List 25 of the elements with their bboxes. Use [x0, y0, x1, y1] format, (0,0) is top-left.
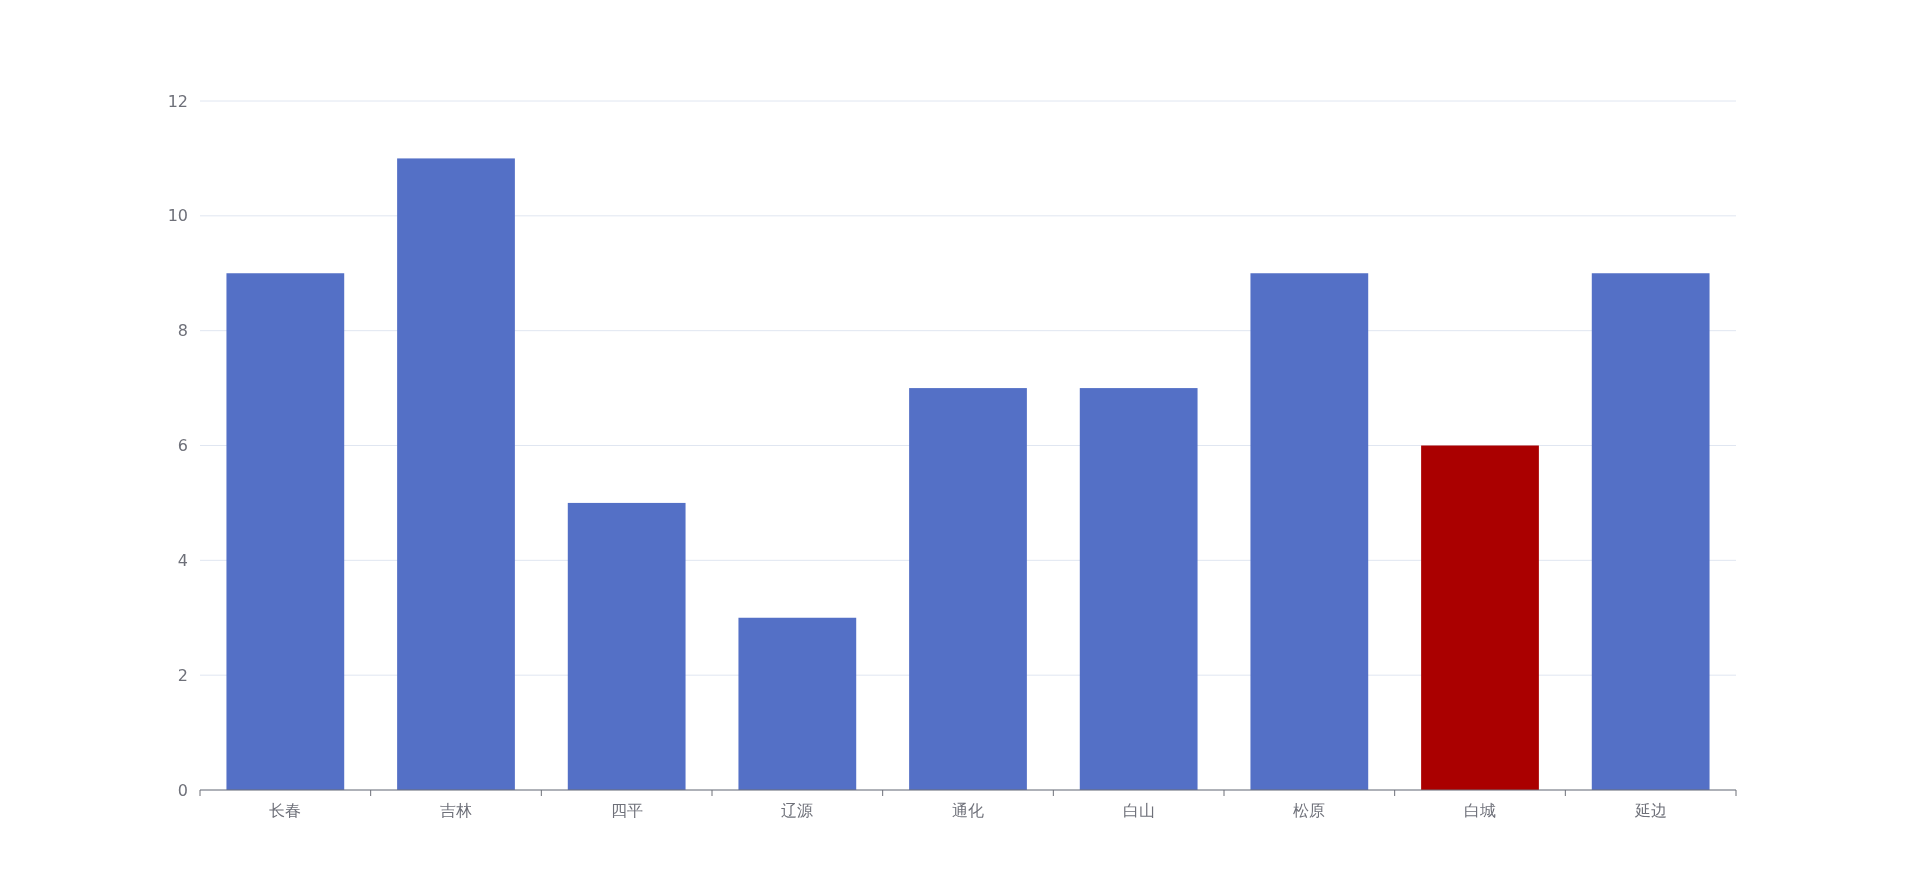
bar [1079, 388, 1198, 790]
x-tick-label: 松原 [1293, 801, 1326, 820]
bar [738, 617, 857, 790]
bar [1250, 273, 1369, 790]
y-tick-label: 8 [177, 321, 188, 341]
y-tick-label: 12 [167, 91, 188, 111]
bar [1591, 273, 1710, 790]
x-tick-label: 白山 [1122, 801, 1155, 820]
x-tick-label: 吉林 [440, 801, 472, 820]
y-tick-label: 6 [177, 436, 188, 456]
y-tick-label: 4 [177, 550, 188, 570]
x-tick-label: 长春 [269, 801, 302, 820]
bar [1421, 445, 1539, 790]
y-tick-label: 0 [177, 780, 188, 800]
x-tick-label: 通化 [952, 801, 984, 820]
y-tick-label: 2 [177, 665, 188, 685]
bar [226, 273, 345, 790]
x-tick-label: 辽源 [781, 801, 814, 820]
y-tick-label: 10 [167, 206, 188, 226]
x-tick-label: 延边 [1633, 801, 1667, 820]
bar [909, 388, 1027, 790]
bar [567, 502, 686, 790]
x-tick-label: 白城 [1464, 801, 1496, 820]
bar [397, 158, 515, 790]
x-tick-label: 四平 [610, 801, 643, 820]
